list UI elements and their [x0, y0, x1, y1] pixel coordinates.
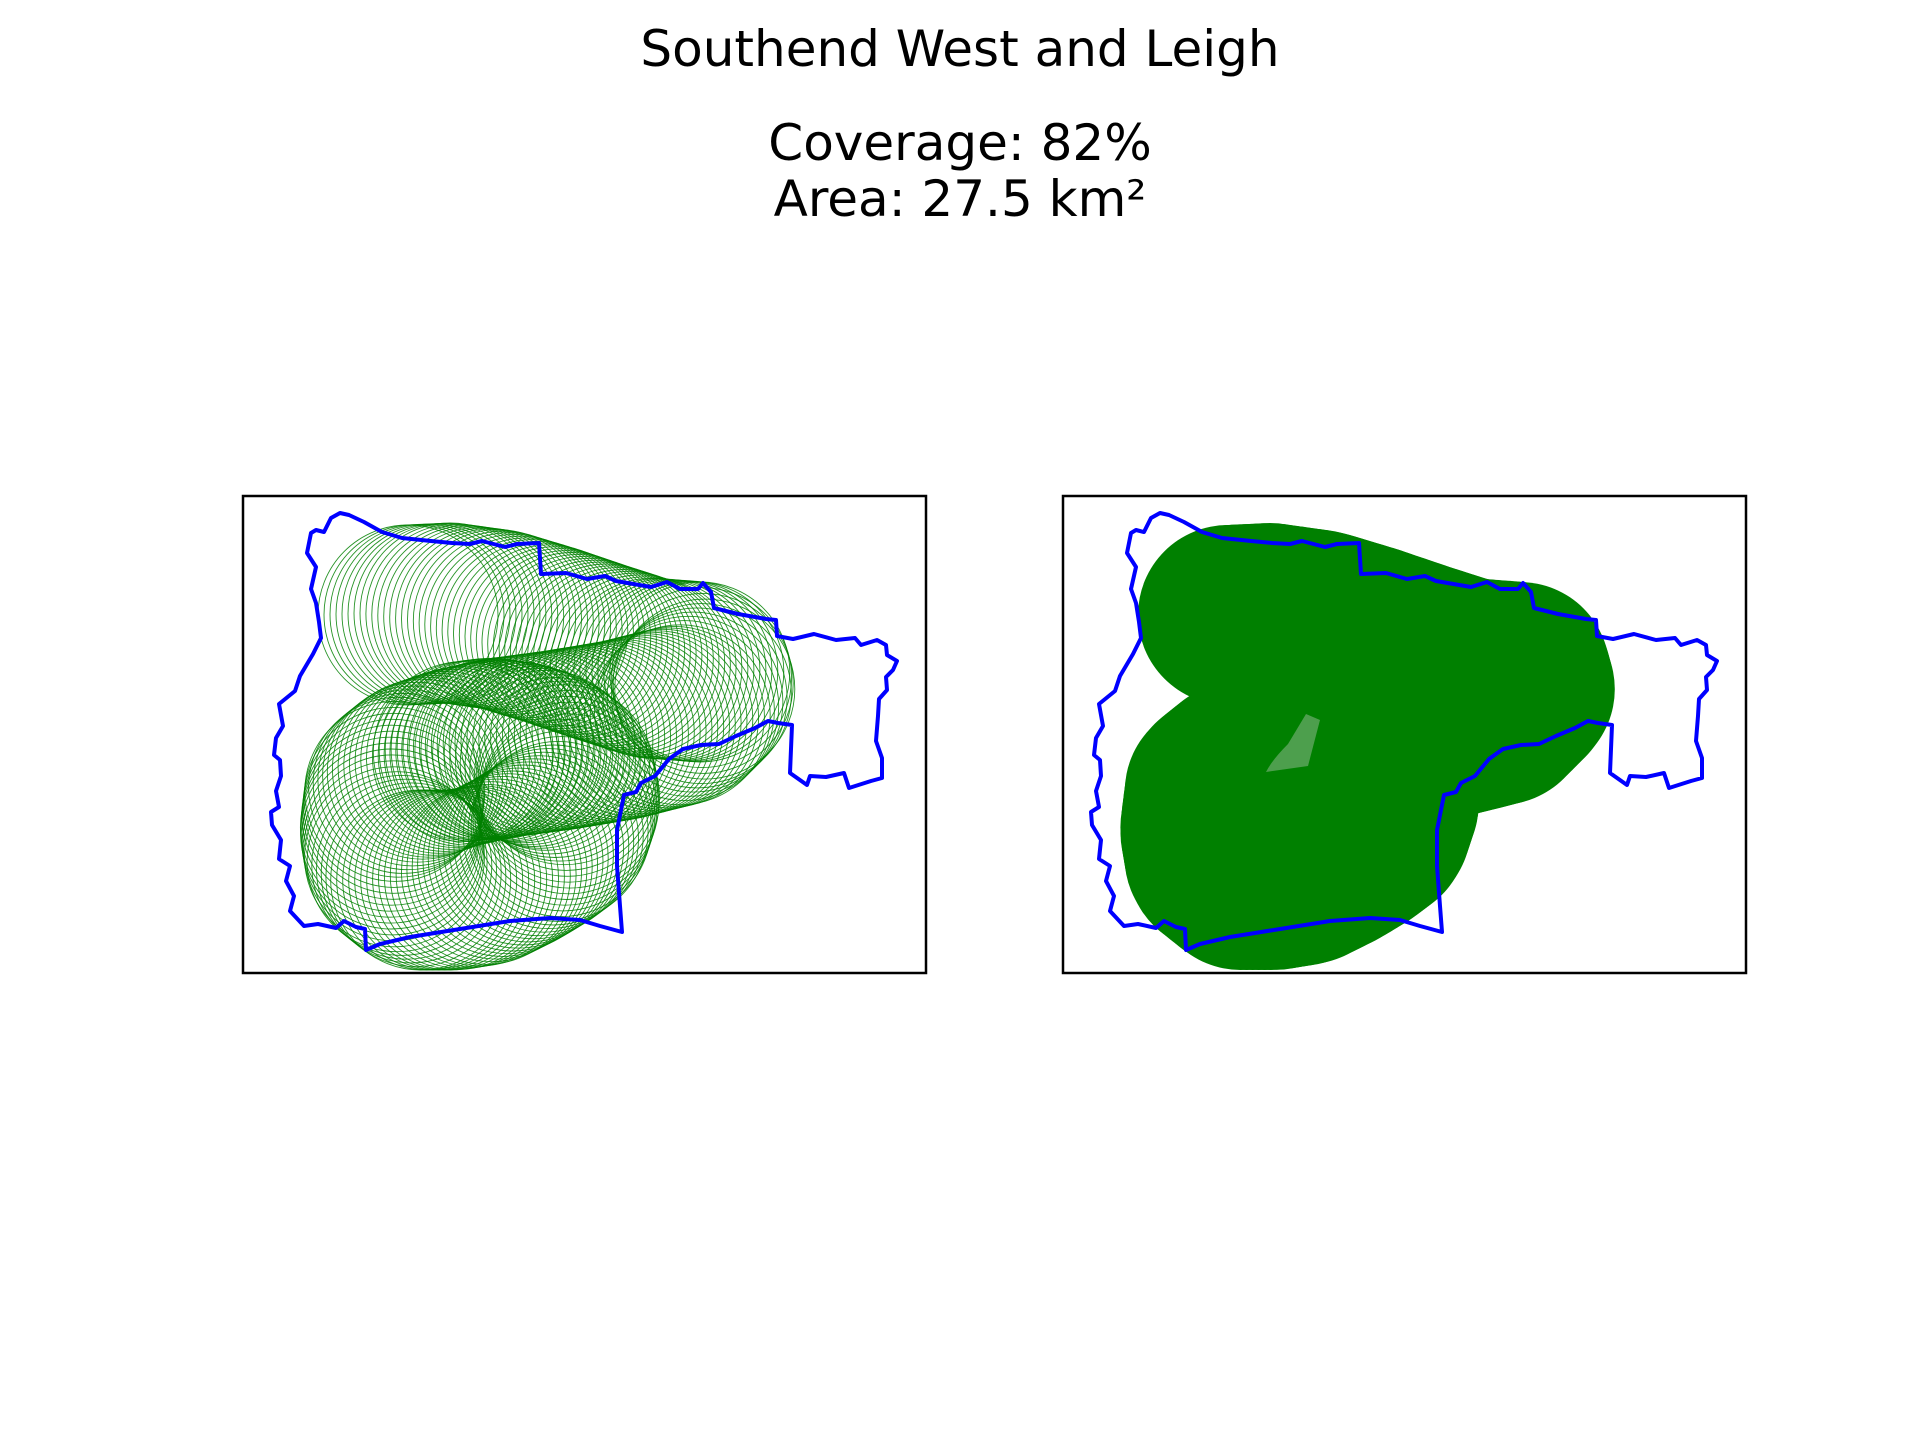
coverage-circle — [492, 555, 674, 737]
coverage-circle — [479, 707, 661, 889]
coverage-circle — [420, 660, 602, 842]
coverage-circle — [453, 751, 635, 933]
coverage-circle — [417, 773, 599, 955]
coverage-circle — [406, 778, 588, 960]
coverage-circle — [437, 664, 619, 846]
coverage-circle — [537, 637, 719, 819]
coverage-circle — [476, 695, 658, 877]
coverage-circle — [316, 778, 497, 960]
coverage-circle — [487, 553, 669, 735]
coverage-circle — [401, 781, 582, 963]
constituency-boundary — [1089, 511, 1719, 952]
coverage-circle — [395, 783, 577, 965]
coverage-circle — [459, 673, 641, 855]
coverage-circle — [467, 740, 649, 922]
coverage-circle — [412, 530, 594, 712]
coverage-circle — [602, 611, 784, 793]
coverage-circle — [366, 667, 547, 849]
coverage-circle — [384, 659, 566, 841]
coverage-union-fill — [1120, 523, 1615, 970]
coverage-circle — [448, 755, 630, 937]
coverage-circle — [302, 718, 484, 900]
coverage-circle — [609, 581, 791, 763]
coverage-text: Coverage: 82% — [768, 114, 1152, 172]
coverage-circle — [477, 701, 659, 883]
coverage-circle — [304, 766, 485, 948]
panel-filled-union — [1061, 494, 1748, 975]
coverage-circle — [527, 567, 709, 749]
coverage-circle — [306, 771, 488, 953]
coverage-circle — [320, 782, 502, 964]
coverage-circle — [454, 669, 636, 851]
coverage-circle — [449, 667, 631, 849]
coverage-circle — [498, 557, 680, 739]
coverage-circle — [354, 670, 536, 852]
coverage-circle — [372, 661, 554, 843]
panel-frame — [1061, 494, 1748, 975]
coverage-circle — [331, 678, 513, 860]
area-text: Area: 27.5 km² — [773, 170, 1147, 228]
coverage-circle — [474, 724, 656, 906]
coverage-circle — [390, 658, 572, 840]
coverage-circle — [427, 767, 609, 949]
coverage-circle — [469, 680, 651, 862]
coverage-circle — [378, 787, 559, 969]
coverage-circle — [432, 764, 614, 946]
coverage-circle-outlines — [299, 522, 796, 971]
coverage-circle — [378, 660, 560, 842]
constituency-boundary — [269, 511, 899, 952]
coverage-circle — [348, 672, 530, 854]
coverage-circle — [598, 615, 780, 797]
coverage-circle — [481, 552, 663, 733]
coverage-circle — [475, 689, 657, 871]
panel-frame — [241, 494, 928, 975]
uncovered-gap — [1266, 714, 1320, 772]
coverage-circle — [614, 598, 796, 780]
coverage-circle — [610, 603, 792, 785]
figure-title: Southend West and Leigh — [640, 20, 1280, 78]
coverage-circle — [589, 624, 771, 806]
coverage-circle — [484, 647, 666, 828]
coverage-circle — [308, 696, 490, 878]
panel-circle-outlines — [241, 494, 928, 975]
coverage-circle — [422, 770, 604, 952]
coverage-circle — [443, 758, 625, 940]
coverage-circle — [464, 677, 646, 858]
coverage-circle — [312, 692, 494, 874]
